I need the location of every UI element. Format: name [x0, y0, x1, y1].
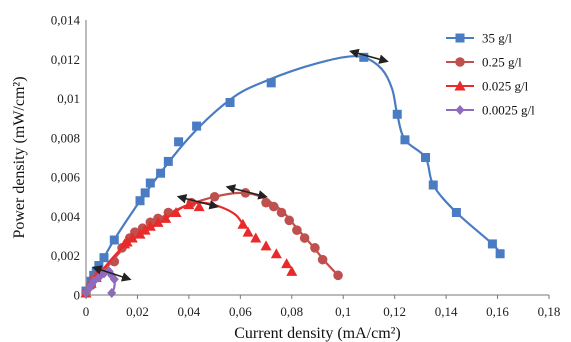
- legend-marker-shape: [455, 57, 465, 67]
- double-arrow-annotation: [225, 184, 268, 200]
- legend-label: 35 g/l: [482, 31, 512, 46]
- data-point: [310, 243, 320, 253]
- legend-item-0-025: 0.025 g/l: [446, 79, 529, 94]
- data-point: [225, 98, 235, 107]
- data-point: [109, 235, 119, 245]
- data-point: [392, 109, 402, 119]
- x-tick-label: 0,12: [383, 304, 406, 319]
- data-point: [107, 288, 117, 299]
- legend-label: 0.025 g/l: [482, 79, 529, 94]
- y-tick-labels: 0 0,002 0,004 0,006 0,008 0,01 0,012 0,014: [51, 13, 81, 303]
- data-point: [192, 121, 202, 131]
- data-point: [495, 249, 505, 259]
- x-tick-label: 0,1: [335, 304, 351, 319]
- y-tick-label: 0,01: [57, 91, 80, 106]
- legend-marker-shape: [455, 33, 465, 43]
- data-point: [428, 180, 438, 190]
- data-point: [152, 216, 164, 227]
- data-point: [242, 226, 254, 237]
- series-0: [81, 52, 505, 296]
- data-point: [174, 137, 184, 147]
- data-point: [250, 232, 262, 243]
- data-point: [286, 265, 298, 276]
- data-point: [144, 220, 156, 231]
- data-point: [121, 236, 133, 247]
- legend-marker-shape: [455, 105, 465, 115]
- data-point: [317, 254, 328, 265]
- data-point: [281, 258, 293, 269]
- data-point: [160, 212, 172, 223]
- y-tick-label: 0,012: [51, 52, 80, 67]
- x-tick-labels: 0 0,02 0,04 0,06 0,08 0,1 0,12 0,14 0,16 0,18: [83, 295, 561, 319]
- data-point: [170, 207, 182, 217]
- y-tick-label: 0,014: [51, 13, 81, 28]
- x-tick-label: 0,18: [538, 304, 561, 319]
- data-point: [163, 156, 173, 166]
- x-tick-label: 0,16: [486, 304, 509, 319]
- legend-swatch-marker: [454, 80, 466, 91]
- data-point: [156, 168, 166, 178]
- data-point: [260, 240, 272, 251]
- axes: [85, 20, 549, 296]
- y-tick-label: 0: [74, 288, 81, 303]
- x-tick-label: 0: [83, 304, 90, 319]
- double-arrow-annotation: [349, 48, 389, 64]
- legend-item-35: 35 g/l: [446, 31, 512, 46]
- series-line: [85, 55, 502, 292]
- x-tick-label: 0,08: [280, 304, 303, 319]
- data-point: [266, 78, 276, 88]
- legend-item-0-0025: 0.0025 g/l: [446, 103, 535, 118]
- legend-swatch-marker: [455, 33, 465, 43]
- x-axis-title: Current density (mA/cm²): [234, 325, 401, 342]
- data-point: [270, 248, 282, 259]
- y-tick-label: 0,006: [51, 170, 81, 185]
- data-point: [145, 178, 155, 188]
- data-point: [284, 215, 295, 226]
- plot-area: [80, 48, 505, 299]
- legend-swatch-marker: [455, 105, 465, 115]
- data-point: [451, 208, 461, 217]
- x-tick-label: 0,06: [229, 304, 252, 319]
- data-point: [237, 218, 249, 229]
- data-point: [268, 201, 279, 212]
- data-point: [99, 253, 109, 263]
- x-tick-label: 0,02: [126, 304, 149, 319]
- legend-label: 0.0025 g/l: [482, 103, 535, 118]
- x-tick-label: 0,04: [178, 304, 201, 319]
- legend-label: 0.25 g/l: [482, 55, 522, 70]
- legend: 35 g/l 0.25 g/l 0.025 g/l 0.0025 g/l: [446, 31, 535, 118]
- y-tick-label: 0,004: [51, 209, 81, 224]
- legend-marker-shape: [454, 80, 466, 91]
- legend-item-0-25: 0.25 g/l: [446, 55, 522, 70]
- x-tick-label: 0,14: [435, 304, 458, 319]
- data-point: [299, 233, 310, 243]
- double-arrow-annotation: [176, 194, 220, 210]
- y-tick-label: 0,002: [51, 248, 80, 263]
- data-point: [140, 188, 150, 198]
- data-point: [333, 270, 343, 281]
- data-point: [276, 207, 287, 218]
- data-point: [487, 239, 497, 249]
- data-point: [209, 191, 220, 202]
- data-point: [139, 224, 151, 235]
- y-axis-title: Power density (mW/cm²): [11, 76, 28, 238]
- data-point: [134, 228, 146, 239]
- annotations: [91, 48, 389, 282]
- data-point: [421, 153, 431, 162]
- double-arrow-annotation: [91, 265, 132, 282]
- data-point: [400, 135, 410, 145]
- data-point: [261, 197, 271, 208]
- data-point: [126, 232, 138, 243]
- legend-swatch-marker: [455, 57, 465, 67]
- data-point: [135, 196, 145, 206]
- data-point: [292, 225, 302, 235]
- y-tick-label: 0,008: [51, 130, 80, 145]
